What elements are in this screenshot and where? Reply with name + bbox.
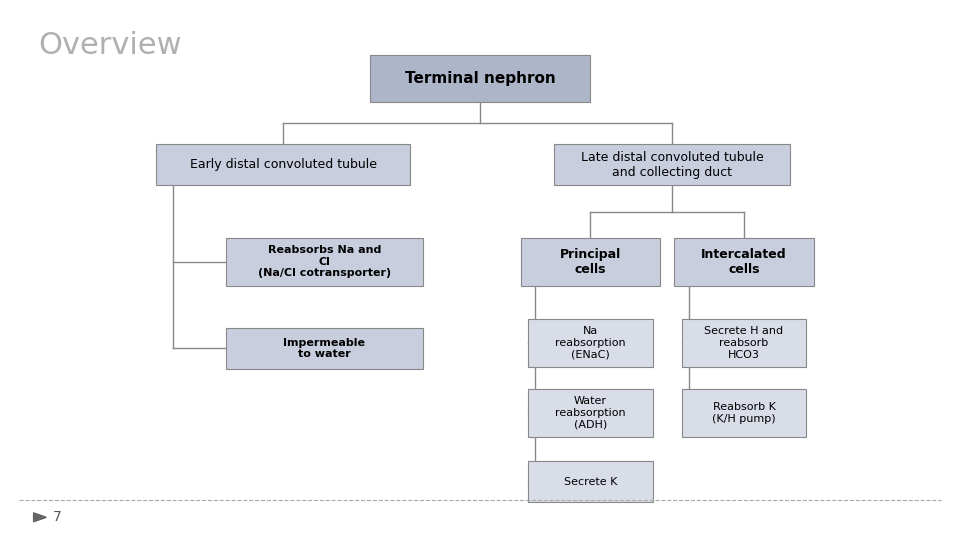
FancyBboxPatch shape <box>528 461 653 502</box>
Text: Reabsorbs Na and
Cl
(Na/Cl cotransporter): Reabsorbs Na and Cl (Na/Cl cotransporter… <box>258 245 391 279</box>
FancyBboxPatch shape <box>528 319 653 367</box>
Text: Early distal convoluted tubule: Early distal convoluted tubule <box>190 158 376 171</box>
FancyBboxPatch shape <box>674 238 814 286</box>
FancyBboxPatch shape <box>370 55 590 102</box>
Text: Impermeable
to water: Impermeable to water <box>283 338 366 359</box>
Polygon shape <box>34 513 46 522</box>
Text: Secrete K: Secrete K <box>564 477 617 487</box>
Text: Intercalated
cells: Intercalated cells <box>701 248 787 276</box>
Text: Water
reabsorption
(ADH): Water reabsorption (ADH) <box>555 396 626 430</box>
FancyBboxPatch shape <box>682 389 806 437</box>
Text: Secrete H and
reabsorb
HCO3: Secrete H and reabsorb HCO3 <box>705 326 783 360</box>
Text: Terminal nephron: Terminal nephron <box>404 71 556 86</box>
FancyBboxPatch shape <box>227 238 422 286</box>
Text: 7: 7 <box>53 510 61 524</box>
FancyBboxPatch shape <box>554 145 789 185</box>
FancyBboxPatch shape <box>528 389 653 437</box>
FancyBboxPatch shape <box>520 238 660 286</box>
FancyBboxPatch shape <box>156 145 411 185</box>
Text: Principal
cells: Principal cells <box>560 248 621 276</box>
Text: Na
reabsorption
(ENaC): Na reabsorption (ENaC) <box>555 326 626 360</box>
Text: Overview: Overview <box>38 31 182 60</box>
Text: Reabsorb K
(K/H pump): Reabsorb K (K/H pump) <box>712 402 776 424</box>
Text: Late distal convoluted tubule
and collecting duct: Late distal convoluted tubule and collec… <box>581 151 763 179</box>
FancyBboxPatch shape <box>682 319 806 367</box>
FancyBboxPatch shape <box>227 328 422 368</box>
